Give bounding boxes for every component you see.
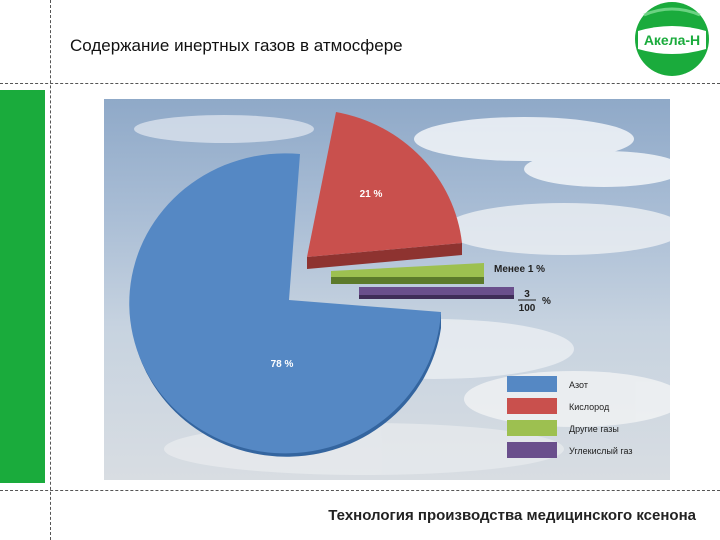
left-accent-bar [0, 90, 45, 483]
data-label-uglekisly-unit: % [542, 296, 551, 307]
data-label-uglekisly: 3 100 % [518, 289, 551, 314]
legend: Азот Кислород Другие газы Углекислый газ [507, 376, 632, 458]
slice-side-kislorod [307, 243, 462, 269]
slice-azot [129, 153, 441, 454]
legend-swatch-kislorod [507, 398, 557, 414]
slice-side-drugie [331, 277, 484, 284]
slice-uglekisly [359, 287, 514, 295]
cloud-background [134, 115, 670, 475]
slice-side-uglekisly [359, 295, 514, 299]
footer-caption: Технология производства медицинского ксе… [328, 507, 696, 524]
legend-swatch-azot [507, 376, 557, 392]
legend-label-kislorod: Кислород [569, 402, 610, 412]
vertical-guide-line [50, 0, 51, 540]
legend-swatch-drugie [507, 420, 557, 436]
data-label-uglekisly-den: 100 [519, 303, 536, 314]
legend-label-drugie: Другие газы [569, 424, 619, 434]
slice-kislorod [307, 112, 462, 257]
data-label-kislorod: 21 % [360, 189, 383, 200]
data-label-azot: 78 % [271, 359, 294, 370]
chart-panel: 78 % 21 % Менее 1 % 3 100 % Азот Кислоро… [104, 99, 670, 480]
legend-label-uglekisly: Углекислый газ [569, 446, 632, 456]
slice-drugie [331, 263, 484, 277]
top-guide-line [0, 83, 720, 84]
bottom-guide-line [0, 490, 720, 491]
company-logo: Акела-Н [635, 2, 709, 76]
data-label-drugie: Менее 1 % [494, 264, 545, 275]
logo-text: Акела-Н [644, 32, 700, 48]
slide-title: Содержание инертных газов в атмосфере [70, 36, 403, 55]
data-label-uglekisly-num: 3 [524, 289, 530, 300]
legend-swatch-uglekisly [507, 442, 557, 458]
pie-chart: 78 % 21 % Менее 1 % 3 100 % Азот Кислоро… [129, 112, 670, 475]
legend-label-azot: Азот [569, 380, 588, 390]
